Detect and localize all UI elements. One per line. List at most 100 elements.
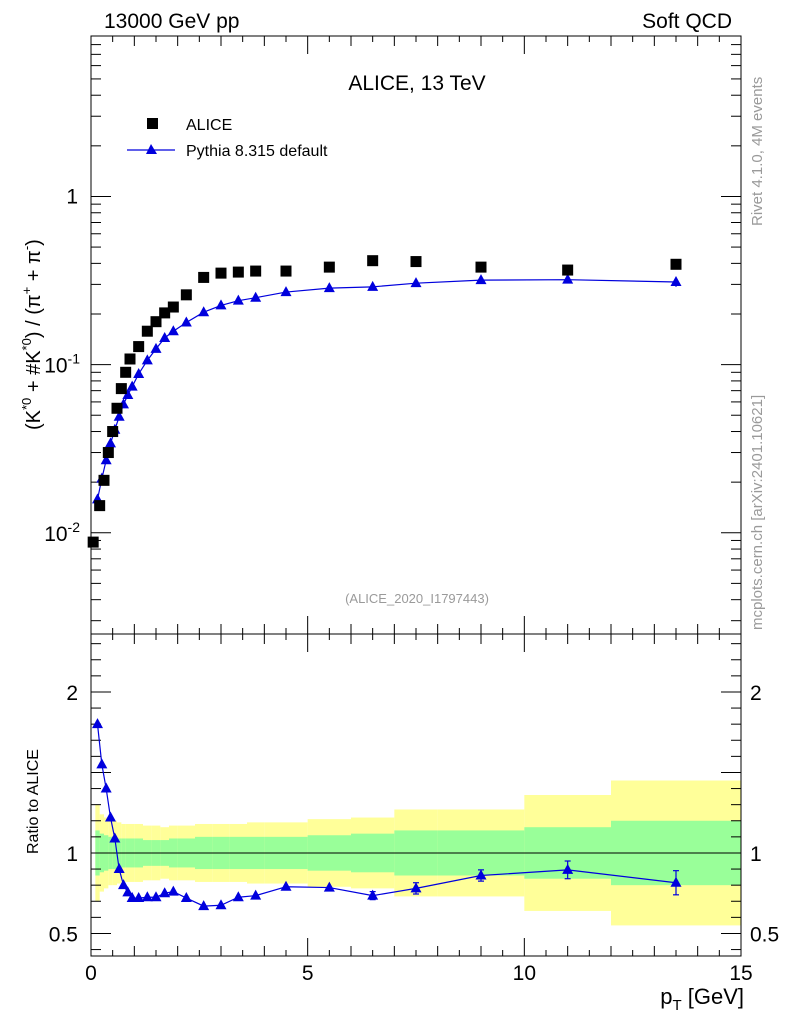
ratio-tick-label-right: 0.5 xyxy=(750,923,779,946)
data-point xyxy=(232,266,244,278)
ratio-point xyxy=(670,876,682,887)
data-point xyxy=(475,261,487,273)
data-point xyxy=(115,383,127,395)
ratio-point xyxy=(280,880,292,891)
data-point xyxy=(250,265,262,277)
y-tick-label: 10-1 xyxy=(44,351,80,378)
data-point xyxy=(111,402,123,414)
mc-point xyxy=(410,277,422,288)
data-point xyxy=(141,325,153,337)
data-point xyxy=(215,267,227,279)
chart-title: ALICE, 13 TeV xyxy=(348,72,485,95)
data-point xyxy=(198,271,210,283)
ratio-point xyxy=(96,758,108,769)
ratio-point xyxy=(410,882,422,893)
data-point xyxy=(323,261,335,273)
mc-point xyxy=(180,316,192,327)
legend-mc-marker xyxy=(146,144,157,154)
ratio-point xyxy=(198,900,210,911)
data-point xyxy=(159,307,171,319)
x-axis-label: pT [GeV] xyxy=(660,984,744,1014)
mc-point xyxy=(323,282,335,293)
mc-point xyxy=(105,437,116,448)
data-point xyxy=(133,341,145,353)
mc-point xyxy=(670,275,682,286)
mc-point xyxy=(367,280,379,291)
mc-point xyxy=(198,306,210,317)
data-point xyxy=(367,255,379,267)
x-tick-label: 15 xyxy=(729,962,752,985)
data-point xyxy=(102,447,114,459)
ratio-point xyxy=(118,879,129,890)
x-tick-label: 0 xyxy=(85,962,97,985)
data-point xyxy=(280,265,292,277)
legend-mc-label: Pythia 8.315 default xyxy=(186,143,328,160)
legend: ALICE Pythia 8.315 default xyxy=(127,117,328,160)
analysis-tag: (ALICE_2020_I1797443) xyxy=(345,591,489,606)
data-point xyxy=(410,256,422,268)
mc-point xyxy=(475,274,487,285)
data-point xyxy=(120,366,132,378)
ratio-point xyxy=(150,891,162,902)
ratio-point xyxy=(475,869,487,880)
rivet-version-label: Rivet 4.1.0, 4M events xyxy=(749,77,766,226)
ratio-point xyxy=(100,782,112,793)
ratio-point xyxy=(159,887,171,898)
ratio-point xyxy=(113,863,125,874)
mc-point xyxy=(122,388,134,399)
legend-data-marker xyxy=(147,118,158,129)
mc-point xyxy=(133,367,145,378)
data-point xyxy=(562,264,574,276)
ratio-point xyxy=(367,889,379,900)
ratio-point xyxy=(109,832,121,843)
data-point xyxy=(98,474,110,486)
process-label: Soft QCD xyxy=(642,10,732,33)
ratio-point xyxy=(180,892,192,903)
ratio-tick-label-right: 2 xyxy=(750,682,762,705)
mc-point xyxy=(250,291,262,302)
mc-point xyxy=(562,273,574,284)
ratio-tick-label-left: 1 xyxy=(66,843,78,866)
svg-text:(K*0 + #K*0) / (π+ + π-): (K*0 + #K*0) / (π+ + π-) xyxy=(19,239,45,430)
ratio-point xyxy=(215,899,227,910)
y-tick-label: 1 xyxy=(66,185,78,208)
data-point xyxy=(124,353,136,365)
ratio-line xyxy=(96,724,677,907)
ratio-frame xyxy=(90,633,742,957)
ratio-point xyxy=(250,889,262,900)
ratio-tick-label-left: 2 xyxy=(66,682,78,705)
ratio-tick-label-right: 1 xyxy=(750,843,762,866)
data-point xyxy=(107,426,119,438)
ratio-point xyxy=(133,892,145,903)
y-axis-label: (K*0 + #K*0) / (π+ + π-) xyxy=(19,239,45,430)
ratio-point xyxy=(167,885,179,896)
ratio-point xyxy=(122,886,134,897)
mc-point xyxy=(113,410,125,421)
data-point xyxy=(167,301,179,313)
x-tick-label: 10 xyxy=(513,962,536,985)
data-point xyxy=(87,536,99,548)
data-marks xyxy=(87,255,682,911)
mc-point xyxy=(167,325,179,336)
data-point xyxy=(670,258,682,270)
mc-line xyxy=(96,279,677,500)
ratio-point xyxy=(105,811,116,822)
mc-point xyxy=(280,286,292,297)
ratio-tick-label-left: 0.5 xyxy=(49,923,78,946)
mc-point xyxy=(126,380,138,391)
mc-point xyxy=(141,354,153,365)
ratio-point xyxy=(141,891,153,902)
ratio-panel: 0.5 0.5 1 1 2 2 xyxy=(49,633,779,957)
mc-point xyxy=(159,331,171,342)
ratio-point xyxy=(323,881,335,892)
data-point xyxy=(94,500,106,512)
data-point xyxy=(150,316,162,328)
ratio-point xyxy=(92,718,103,729)
collision-label: 13000 GeV pp xyxy=(104,10,239,33)
mc-point xyxy=(150,342,162,353)
mc-point xyxy=(100,454,112,465)
x-tick-label: 5 xyxy=(302,962,314,985)
legend-data-label: ALICE xyxy=(186,117,232,134)
y-tick-label: 10-2 xyxy=(44,519,80,546)
